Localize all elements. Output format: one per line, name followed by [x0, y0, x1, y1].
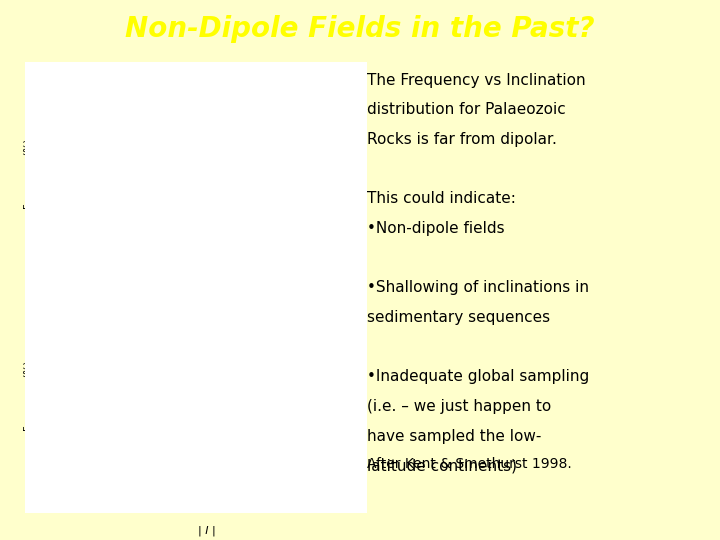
- Text: sedimentary sequences: sedimentary sequences: [367, 310, 550, 325]
- crystalline, N = 172: [245, 369, 253, 376]
- Text: This could indicate:: This could indicate:: [367, 191, 516, 206]
- crystalline, N = 172: [182, 358, 191, 365]
- crystalline, N = 172: [89, 400, 97, 407]
- crystalline, N = 703: [182, 144, 191, 151]
- Text: have sampled the low-: have sampled the low-: [367, 429, 541, 444]
- Y-axis label: Frequency (%): Frequency (%): [24, 360, 34, 431]
- sedimentary, N = 282: [333, 481, 341, 487]
- Text: •Inadequate global sampling: •Inadequate global sampling: [367, 369, 590, 384]
- Text: After Kent & Smethurst 1998.: After Kent & Smethurst 1998.: [367, 457, 572, 471]
- crystalline, N = 703: [261, 225, 269, 231]
- sedimentary, N = 1112: [151, 132, 160, 139]
- Y-axis label: Frequency (%): Frequency (%): [24, 139, 34, 210]
- sedimentary, N = 1112: [120, 123, 128, 129]
- Text: PALEOZOIC (250-550 Ma) Binned Data: PALEOZOIC (250-550 Ma) Binned Data: [84, 288, 279, 298]
- sedimentary, N = 1112: [245, 175, 253, 181]
- Text: | I |: | I |: [198, 526, 216, 536]
- sedimentary, N = 282: [89, 400, 97, 407]
- Text: c): c): [67, 288, 78, 298]
- crystalline, N = 703: [120, 132, 128, 139]
- crystalline, N = 703: [151, 144, 160, 151]
- sedimentary, N = 282: [182, 358, 191, 365]
- sedimentary, N = 1112: [89, 126, 97, 133]
- crystalline, N = 703: [317, 244, 325, 250]
- sedimentary, N = 1112: [317, 252, 325, 258]
- crystalline, N = 172: [307, 484, 316, 491]
- sedimentary, N = 282: [214, 400, 222, 407]
- sedimentary, N = 282: [230, 377, 238, 383]
- crystalline, N = 172: [214, 423, 222, 429]
- Text: Rocks is far from dipolar.: Rocks is far from dipolar.: [367, 132, 557, 147]
- Text: GAD: GAD: [268, 158, 292, 168]
- Text: PALEOZOIC (250-550 Ma) Unweighted Data: PALEOZOIC (250-550 Ma) Unweighted Data: [84, 66, 303, 76]
- Line: sedimentary, N = 1112: sedimentary, N = 1112: [89, 123, 341, 269]
- Line: crystalline, N = 703: crystalline, N = 703: [90, 133, 340, 257]
- Text: •Shallowing of inclinations in: •Shallowing of inclinations in: [367, 280, 589, 295]
- sedimentary, N = 1112: [214, 183, 222, 189]
- sedimentary, N = 1112: [292, 236, 301, 242]
- Line: crystalline, N = 172: crystalline, N = 172: [90, 316, 340, 490]
- Text: (i.e. – we just happen to: (i.e. – we just happen to: [367, 399, 552, 414]
- sedimentary, N = 282: [307, 477, 316, 483]
- sedimentary, N = 282: [151, 415, 160, 422]
- crystalline, N = 703: [292, 244, 301, 250]
- Text: •Non-dipole fields: •Non-dipole fields: [367, 221, 505, 236]
- crystalline, N = 172: [120, 369, 128, 376]
- sedimentary, N = 1112: [182, 186, 191, 193]
- Text: GAD: GAD: [268, 380, 292, 390]
- crystalline, N = 703: [245, 221, 253, 227]
- sedimentary, N = 282: [120, 419, 128, 426]
- Line: sedimentary, N = 282: sedimentary, N = 282: [89, 358, 341, 487]
- crystalline, N = 172: [333, 481, 341, 487]
- Text: Non-Dipole Fields in the Past?: Non-Dipole Fields in the Past?: [125, 16, 595, 44]
- crystalline, N = 703: [89, 163, 97, 170]
- sedimentary, N = 1112: [333, 263, 341, 269]
- Text: The Frequency vs Inclination: The Frequency vs Inclination: [367, 73, 586, 87]
- crystalline, N = 172: [276, 427, 285, 433]
- Text: distribution for Palaeozoic: distribution for Palaeozoic: [367, 103, 566, 117]
- crystalline, N = 172: [151, 315, 160, 322]
- Text: | I |: | I |: [198, 305, 216, 315]
- Legend: crystalline, N = 172, sedimentary, N = 282: crystalline, N = 172, sedimentary, N = 2…: [66, 460, 192, 487]
- crystalline, N = 703: [214, 175, 222, 181]
- sedimentary, N = 1112: [261, 183, 269, 189]
- crystalline, N = 703: [333, 252, 341, 258]
- sedimentary, N = 282: [245, 408, 253, 414]
- crystalline, N = 172: [230, 358, 238, 365]
- sedimentary, N = 282: [276, 473, 285, 480]
- Legend: crystalline, N = 703, sedimentary, N = 1112: crystalline, N = 703, sedimentary, N = 1…: [66, 239, 197, 266]
- Text: b): b): [67, 66, 78, 76]
- Text: latitude continents): latitude continents): [367, 458, 517, 474]
